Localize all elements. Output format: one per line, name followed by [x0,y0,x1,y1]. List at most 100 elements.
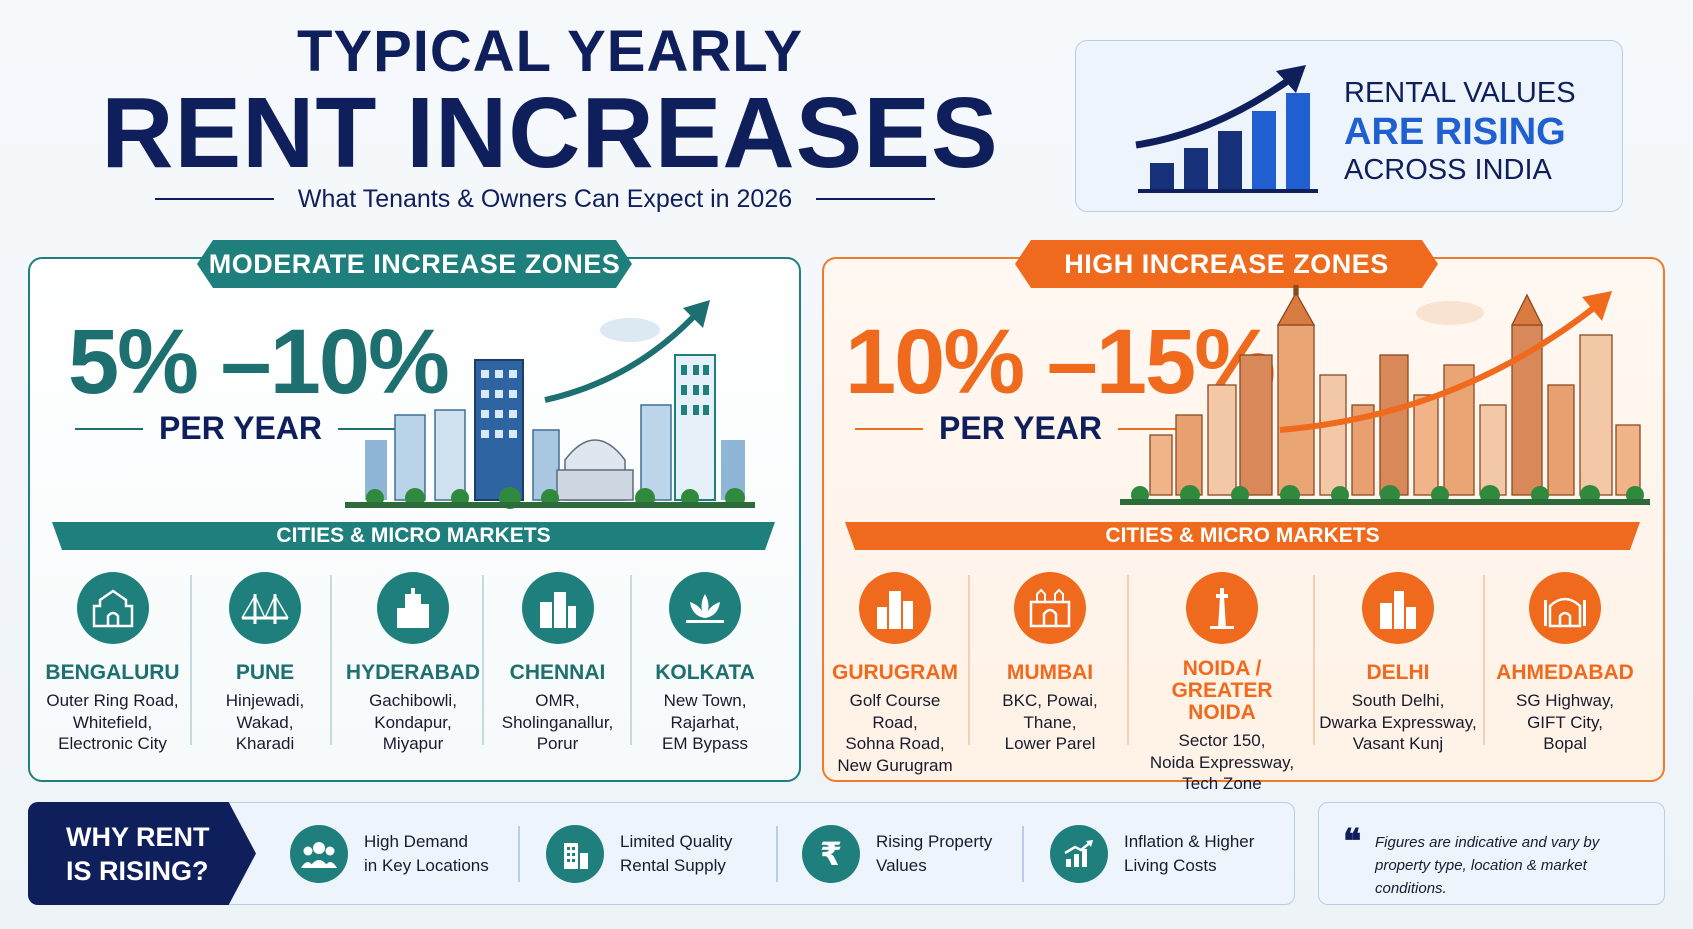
city-areas: New Town, Rajarhat, EM Bypass [640,690,770,755]
area-line: Vasant Kunj [1352,734,1444,753]
city-areas: BKC, Powai, Thane, Lower Parel [985,690,1115,755]
city-bengaluru: BENGALURU Outer Ring Road, Whitefield, E… [45,572,180,755]
moderate-per-year-row: PER YEAR [75,410,407,447]
city-ahmedabad: AHMEDABAD SG Highway, GIFT City, Bopal [1495,572,1635,755]
area-line: Thane, [1023,712,1077,732]
reason-divider [776,826,778,882]
area-line: New Gurugram [837,755,953,775]
city-name-line: GREATER NOIDA [1171,679,1273,724]
subtitle-row: What Tenants & Owners Can Expect in 2026 [155,184,936,214]
city-name: NOIDA / GREATER NOIDA [1138,658,1306,724]
quote-icon: ❝ [1343,822,1362,862]
high-skyline-illustration [1120,285,1650,505]
growth-chart-icon [1050,825,1108,883]
area-line: Rajarhat, [670,712,740,732]
city-areas: SG Highway, GIFT City, Bopal [1495,690,1635,755]
subtitle-rule-right [816,198,936,200]
reason-text: Inflation & Higher Living Costs [1124,830,1254,878]
reason-line: Rising Property [876,832,993,851]
moderate-cities-bar: CITIES & MICRO MARKETS [52,522,775,550]
area-line: SG Highway, [1516,691,1614,710]
reason-divider [1022,826,1024,882]
city-name: KOLKATA [655,661,755,684]
per-year-rule [1118,427,1187,430]
moderate-zone-panel [28,257,801,782]
reason-text: High Demand in Key Locations [364,830,489,878]
column-divider [968,575,970,745]
reason-high-demand: High Demand in Key Locations [290,825,489,883]
reason-line: Inflation & Higher [1124,832,1255,851]
city-delhi: DELHI South Delhi, Dwarka Expressway, Va… [1318,572,1478,755]
tower-icon [377,572,449,644]
why-line-2: IS RISING? [66,855,209,886]
disclaimer-line: Figures are indicative and vary by [1375,834,1600,851]
city-chennai: CHENNAI OMR, Sholinganallur, Porur [490,572,625,755]
reason-property-values: ₹ Rising Property Values [802,825,992,883]
city-areas: Hinjewadi, Wakad, Kharadi [200,690,330,755]
title-line-1: TYPICAL YEARLY [296,19,804,84]
minar-icon [1186,572,1258,644]
city-name: GURUGRAM [832,661,958,684]
skyscrapers-icon [859,572,931,644]
city-gurugram: GURUGRAM Golf Course Road, Sohna Road, N… [830,572,960,776]
high-range: 10% –15% [845,311,1276,413]
rising-line-3: ACROSS INDIA [1344,154,1552,186]
rupee-icon: ₹ [802,825,860,883]
area-line: BKC, Powai, [1002,691,1098,710]
subtitle-rule-left [155,198,274,200]
gateway-icon [1014,572,1086,644]
buildings-icon [521,572,594,644]
area-line: Electronic City [58,734,167,753]
reason-limited-supply: Limited Quality Rental Supply [546,825,732,883]
city-name: CHENNAI [509,661,606,684]
why-rent-tag: WHY RENT IS RISING? [28,802,256,905]
city-name: PUNE [235,661,295,684]
city-name: MUMBAI [1006,661,1094,684]
per-year-rule [855,427,923,430]
moderate-per-year: PER YEAR [159,410,323,446]
city-areas: Sector 150, Noida Expressway, Tech Zone [1138,730,1306,795]
palace-icon [76,572,149,644]
city-noida: NOIDA / GREATER NOIDA Sector 150, Noida … [1138,572,1306,795]
city-hyderabad: HYDERABAD Gachibowli, Kondapur, Miyapur [338,572,488,755]
area-line: OMR, [535,691,580,710]
rising-line-1: RENTAL VALUES [1344,77,1576,109]
area-line: Tech Zone [1182,774,1262,793]
area-line: Outer Ring Road, [46,691,179,710]
reason-line: Limited Quality [620,832,733,851]
area-line: GIFT City, [1527,712,1603,732]
reason-line: High Demand [364,832,468,851]
area-line: Bopal [1543,734,1587,753]
rising-bar-chart-icon [1135,65,1318,193]
city-areas: Outer Ring Road, Whitefield, Electronic … [45,690,180,755]
area-line: Sohna Road, [845,734,945,753]
rental-rising-card: RENTAL VALUES ARE RISING ACROSS INDIA [1075,40,1623,212]
city-areas: Golf Course Road, Sohna Road, New Gurugr… [830,690,960,776]
bridge-icon [229,572,301,644]
lotus-icon [669,572,741,644]
disclaimer-text: Figures are indicative and vary by prope… [1375,831,1655,900]
column-divider [330,575,332,745]
per-year-rule [338,427,407,430]
reason-line: Values [876,856,927,875]
column-divider [482,575,484,745]
area-line: Miyapur [382,734,444,753]
area-line: Noida Expressway, [1149,752,1295,772]
city-name: HYDERABAD [345,661,481,684]
mosque-icon [1529,572,1601,644]
area-line: Whitefield, [72,712,153,732]
area-line: Dwarka Expressway, [1319,712,1477,732]
city-name: AHMEDABAD [1496,661,1634,684]
rising-text-block: RENTAL VALUES ARE RISING ACROSS INDIA [1344,77,1576,187]
disclaimer-card: ❝ Figures are indicative and vary by pro… [1318,802,1665,905]
subtitle: What Tenants & Owners Can Expect in 2026 [297,184,793,213]
column-divider [1483,575,1485,745]
high-per-year: PER YEAR [939,410,1103,446]
city-kolkata: KOLKATA New Town, Rajarhat, EM Bypass [640,572,770,755]
area-line: Sholinganallur, [501,712,614,732]
reason-inflation: Inflation & Higher Living Costs [1050,825,1254,883]
area-line: Golf Course Road, [849,691,941,732]
area-line: EM Bypass [662,734,748,753]
reason-divider [518,826,520,882]
column-divider [1313,575,1315,745]
